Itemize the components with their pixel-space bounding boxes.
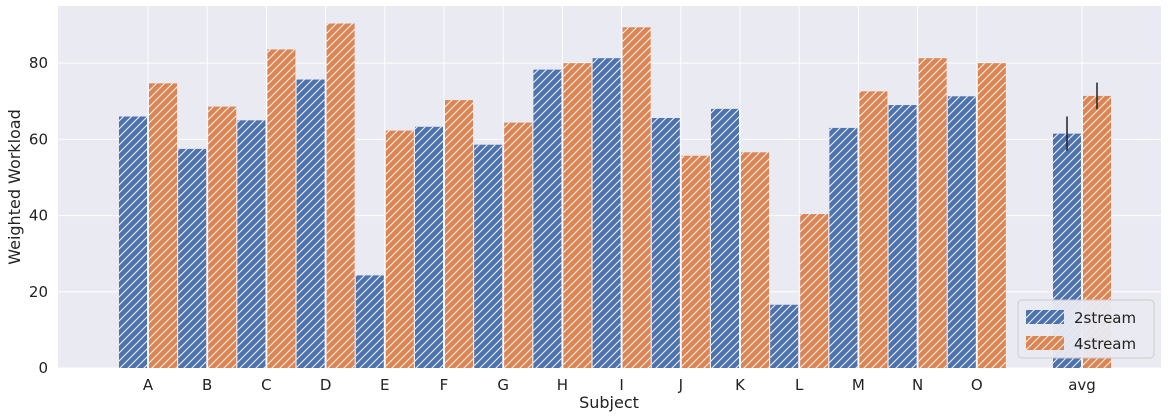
bars bbox=[119, 23, 1111, 369]
y-tick-label: 40 bbox=[29, 207, 48, 225]
y-tick-label: 60 bbox=[29, 130, 48, 148]
x-tick-label: E bbox=[380, 376, 389, 394]
bar-hatch bbox=[918, 58, 947, 368]
bar-hatch bbox=[208, 106, 237, 368]
bar-hatch bbox=[474, 144, 503, 368]
bar-hatch bbox=[296, 79, 325, 369]
x-tick-label: I bbox=[619, 376, 623, 394]
bar-hatch bbox=[415, 126, 443, 368]
bar-hatch bbox=[533, 69, 562, 368]
bar-hatch bbox=[237, 120, 266, 368]
x-tick-label: L bbox=[795, 376, 804, 394]
y-axis-label: Weighted Workload bbox=[5, 109, 24, 265]
bar-hatch bbox=[829, 127, 858, 368]
bar-hatch bbox=[977, 63, 1006, 368]
bar-hatch bbox=[681, 155, 710, 368]
x-tick-label: C bbox=[261, 376, 271, 394]
bar-hatch bbox=[267, 49, 296, 368]
bar-hatch bbox=[888, 105, 917, 369]
legend-label-4stream: 4stream bbox=[1074, 335, 1136, 353]
x-tick-label: A bbox=[143, 376, 154, 394]
y-tick-label: 20 bbox=[29, 283, 48, 301]
x-tick-label: F bbox=[440, 376, 449, 394]
x-tick-label: H bbox=[557, 376, 568, 394]
bar-hatch bbox=[445, 100, 473, 369]
bar-hatch bbox=[800, 214, 829, 368]
bar-hatch bbox=[149, 83, 177, 368]
bar-hatch bbox=[504, 122, 533, 368]
x-tick-label: G bbox=[497, 376, 509, 394]
bar-hatch bbox=[119, 116, 147, 368]
bar-hatch bbox=[711, 108, 739, 368]
bar-hatch bbox=[947, 96, 976, 368]
bar-hatch bbox=[178, 148, 207, 368]
x-tick-label: M bbox=[852, 376, 865, 394]
legend-swatch-hatch-2stream bbox=[1026, 310, 1064, 324]
legend: 2stream 4stream bbox=[1017, 299, 1155, 359]
bar-hatch bbox=[651, 118, 680, 368]
legend-swatch-hatch-4stream bbox=[1026, 336, 1064, 350]
bar-hatch bbox=[385, 130, 414, 368]
bar-hatch bbox=[859, 91, 888, 369]
bar-hatch bbox=[563, 63, 592, 368]
x-tick-label: K bbox=[735, 376, 746, 394]
y-tick-label: 80 bbox=[29, 54, 48, 72]
bar-hatch bbox=[355, 275, 384, 368]
bar-hatch bbox=[592, 58, 621, 368]
x-tick-label: B bbox=[202, 376, 212, 394]
x-axis-label: Subject bbox=[579, 393, 639, 412]
legend-label-2stream: 2stream bbox=[1074, 309, 1136, 327]
x-tick-label: avg bbox=[1068, 376, 1096, 394]
y-tick-label: 0 bbox=[38, 359, 48, 377]
bar-hatch bbox=[770, 304, 799, 368]
x-tick-label: O bbox=[971, 376, 983, 394]
x-tick-label: N bbox=[912, 376, 923, 394]
x-tick-label: J bbox=[678, 376, 683, 394]
bar-hatch bbox=[326, 23, 355, 369]
bar-hatch bbox=[741, 152, 769, 368]
x-tick-label: D bbox=[320, 376, 332, 394]
bar-hatch bbox=[622, 27, 651, 368]
